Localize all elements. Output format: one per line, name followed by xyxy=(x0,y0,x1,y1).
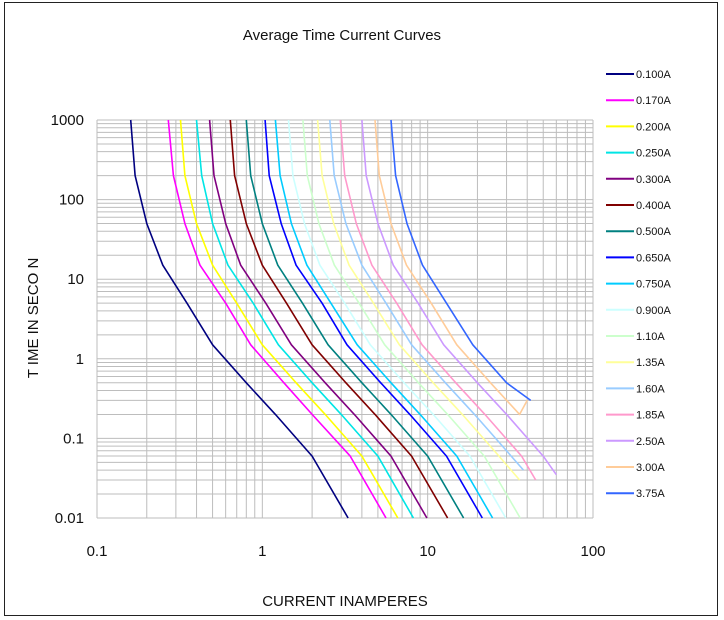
legend-label: 0.650A xyxy=(636,252,672,264)
series-line-12 xyxy=(318,120,520,480)
legend-label: 1.85A xyxy=(636,410,665,422)
y-tick-label: 1 xyxy=(76,351,84,368)
x-tick-label: 100 xyxy=(580,543,605,560)
legend-label: 2.50A xyxy=(636,436,665,448)
series-line-3 xyxy=(181,120,398,518)
x-axis-label: CURRENT INAMPERES xyxy=(262,593,428,610)
legend-label: 1.35A xyxy=(636,357,665,369)
y-tick-label: 100 xyxy=(59,192,84,209)
legend-label: 0.900A xyxy=(636,305,672,317)
series-line-2 xyxy=(168,120,386,518)
series-line-8 xyxy=(265,120,482,518)
legend-label: 0.200A xyxy=(636,121,672,133)
legend: 0.100A 0.170A 0.200A 0.250A 0.300A 0.400A 0.50… xyxy=(606,69,672,500)
y-tick-label: 0.01 xyxy=(55,510,84,527)
series-line-1 xyxy=(131,120,348,518)
x-tick-label: 10 xyxy=(419,543,436,560)
legend-label: 3.75A xyxy=(636,488,665,500)
legend-label: 1.60A xyxy=(636,383,665,395)
y-axis-label: T IME IN SECO N xyxy=(25,258,42,379)
series-line-16 xyxy=(375,120,527,414)
legend-label: 0.250A xyxy=(636,148,672,160)
legend-label: 0.500A xyxy=(636,226,672,238)
y-tick-label: 10 xyxy=(67,271,84,288)
x-tick-label: 1 xyxy=(258,543,266,560)
x-tick-label: 0.1 xyxy=(87,543,108,560)
legend-label: 0.750A xyxy=(636,279,672,291)
series-line-5 xyxy=(210,120,427,518)
chart-title: Average Time Current Curves xyxy=(243,27,441,44)
y-tick-label: 1000 xyxy=(51,112,84,129)
legend-label: 0.170A xyxy=(636,95,672,107)
series-group xyxy=(131,120,557,518)
y-tick-label: 0.1 xyxy=(63,430,84,447)
legend-label: 0.400A xyxy=(636,200,672,212)
legend-label: 0.300A xyxy=(636,174,672,186)
legend-label: 1.10A xyxy=(636,331,665,343)
legend-label: 0.100A xyxy=(636,69,672,81)
legend-label: 3.00A xyxy=(636,462,665,474)
